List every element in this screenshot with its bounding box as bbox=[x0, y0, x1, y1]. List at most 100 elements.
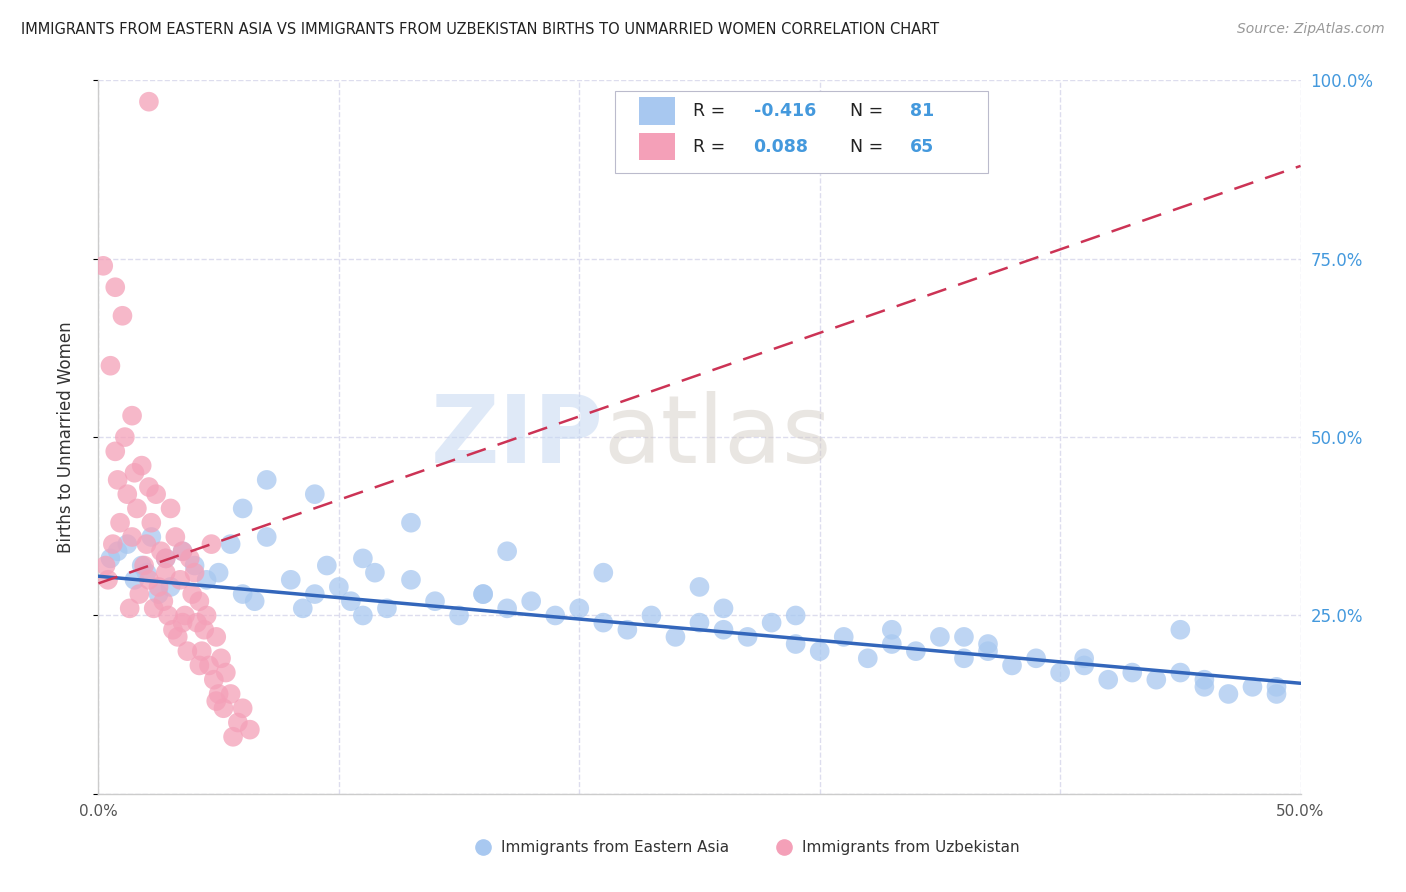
Point bbox=[155, 551, 177, 566]
Point bbox=[193, 623, 215, 637]
Point bbox=[232, 501, 254, 516]
Point bbox=[808, 644, 831, 658]
Point bbox=[138, 95, 160, 109]
Point bbox=[179, 551, 201, 566]
Point bbox=[1073, 658, 1095, 673]
Point bbox=[165, 530, 187, 544]
Text: R =: R = bbox=[693, 102, 731, 120]
Point bbox=[1144, 673, 1167, 687]
Point bbox=[100, 551, 122, 566]
Point bbox=[1194, 680, 1216, 694]
Point bbox=[239, 723, 262, 737]
Point bbox=[208, 687, 231, 701]
Point bbox=[172, 615, 194, 630]
Point bbox=[1097, 673, 1119, 687]
Point bbox=[592, 615, 614, 630]
Point bbox=[198, 658, 221, 673]
Point bbox=[832, 630, 855, 644]
Point bbox=[520, 594, 543, 608]
Point bbox=[1049, 665, 1071, 680]
Point bbox=[121, 409, 143, 423]
Point bbox=[568, 601, 591, 615]
Point bbox=[364, 566, 387, 580]
Point bbox=[856, 651, 879, 665]
Point bbox=[291, 601, 314, 615]
Point bbox=[149, 544, 172, 558]
Point bbox=[91, 259, 114, 273]
Point bbox=[142, 601, 165, 615]
Point bbox=[713, 623, 735, 637]
Point bbox=[200, 537, 222, 551]
Point bbox=[352, 608, 374, 623]
Text: -0.416: -0.416 bbox=[754, 102, 815, 120]
Point bbox=[1218, 687, 1240, 701]
Point bbox=[977, 644, 1000, 658]
Bar bbox=[640, 97, 675, 125]
Point bbox=[222, 730, 245, 744]
Point bbox=[472, 587, 495, 601]
Point bbox=[183, 558, 205, 573]
Point bbox=[928, 630, 950, 644]
Point bbox=[215, 665, 238, 680]
Text: N =: N = bbox=[849, 138, 889, 156]
Y-axis label: Births to Unmarried Women: Births to Unmarried Women bbox=[56, 321, 75, 553]
Point bbox=[1025, 651, 1047, 665]
Point bbox=[352, 551, 374, 566]
Point bbox=[761, 615, 783, 630]
Point bbox=[208, 566, 231, 580]
Point bbox=[472, 587, 495, 601]
Point bbox=[145, 487, 167, 501]
Point bbox=[1265, 680, 1288, 694]
Point bbox=[166, 630, 188, 644]
Point bbox=[141, 516, 163, 530]
Point bbox=[1241, 680, 1264, 694]
Bar bbox=[640, 134, 675, 161]
Point bbox=[101, 537, 124, 551]
Point bbox=[399, 516, 422, 530]
Point bbox=[176, 644, 198, 658]
Point bbox=[1170, 623, 1192, 637]
Point bbox=[785, 608, 807, 623]
Point bbox=[148, 587, 170, 601]
Text: Immigrants from Uzbekistan: Immigrants from Uzbekistan bbox=[801, 840, 1019, 855]
Point bbox=[256, 530, 278, 544]
Point bbox=[117, 487, 139, 501]
Point bbox=[232, 701, 254, 715]
Point bbox=[155, 566, 177, 580]
Point bbox=[135, 566, 157, 580]
Point bbox=[226, 715, 249, 730]
Point bbox=[205, 630, 228, 644]
Point bbox=[141, 530, 163, 544]
Point bbox=[107, 544, 129, 558]
Point bbox=[447, 608, 470, 623]
Point bbox=[856, 840, 879, 855]
Point bbox=[108, 516, 131, 530]
Point bbox=[152, 594, 174, 608]
Point bbox=[904, 644, 927, 658]
Point bbox=[202, 673, 225, 687]
Point bbox=[111, 309, 134, 323]
Point bbox=[148, 580, 170, 594]
Point bbox=[640, 608, 662, 623]
Text: Source: ZipAtlas.com: Source: ZipAtlas.com bbox=[1237, 22, 1385, 37]
Point bbox=[953, 651, 976, 665]
Point bbox=[375, 601, 398, 615]
Point bbox=[117, 537, 139, 551]
Point bbox=[688, 580, 710, 594]
Point bbox=[159, 501, 181, 516]
Point bbox=[155, 551, 177, 566]
Point bbox=[880, 623, 903, 637]
Point bbox=[1194, 673, 1216, 687]
Point bbox=[169, 573, 191, 587]
Point bbox=[125, 501, 148, 516]
Point bbox=[205, 694, 228, 708]
Point bbox=[953, 630, 976, 644]
Text: IMMIGRANTS FROM EASTERN ASIA VS IMMIGRANTS FROM UZBEKISTAN BIRTHS TO UNMARRIED W: IMMIGRANTS FROM EASTERN ASIA VS IMMIGRAN… bbox=[21, 22, 939, 37]
Point bbox=[256, 473, 278, 487]
Point bbox=[737, 630, 759, 644]
Point bbox=[174, 608, 197, 623]
Text: 65: 65 bbox=[910, 138, 934, 156]
Point bbox=[304, 587, 326, 601]
Point bbox=[1265, 687, 1288, 701]
Point bbox=[100, 359, 122, 373]
